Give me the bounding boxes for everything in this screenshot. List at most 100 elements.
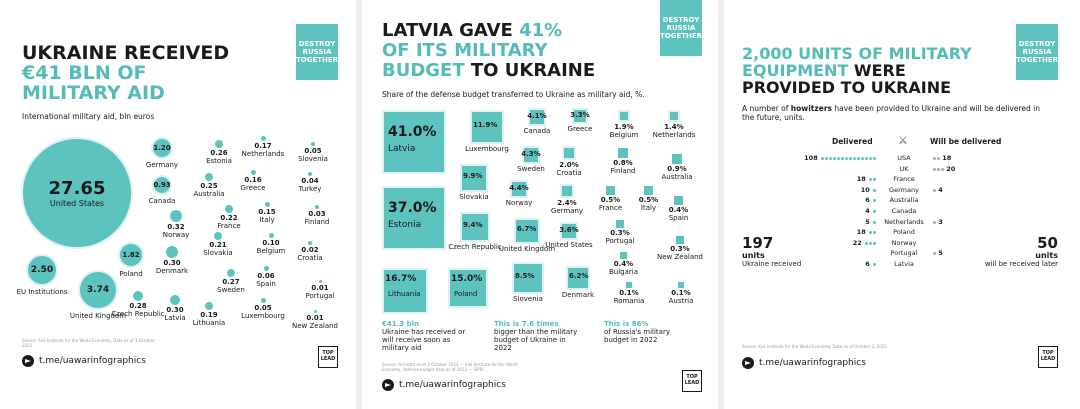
delivered-cell: 10 xyxy=(804,186,876,194)
budget-square xyxy=(644,186,653,195)
budget-value: 1.9% xyxy=(614,123,634,131)
title-line-3: military aid xyxy=(22,82,165,104)
budget-country: Romania xyxy=(613,297,645,305)
country-label: Canada xyxy=(891,207,917,215)
telegram-link[interactable]: t.me/uawarinfographics xyxy=(742,357,866,369)
unit-dot xyxy=(849,157,852,160)
fact-total-text: Ukraine has received or will receive soo… xyxy=(382,328,466,353)
budget-country: Netherlands xyxy=(652,131,696,139)
budget-value: 2.4% xyxy=(557,199,577,207)
budget-country: Norway xyxy=(505,199,533,207)
subtitle: Share of the defense budget transferred … xyxy=(382,90,645,99)
aid-bubble: 0.93 xyxy=(152,175,172,195)
aid-bubble xyxy=(170,295,180,305)
aid-country: Belgium xyxy=(256,246,286,255)
unit-dot xyxy=(873,210,876,213)
unit-dot xyxy=(941,167,944,171)
destroy-russia-tag: DESTROY RUSSIA TOGETHER xyxy=(296,24,338,80)
fact-russia-value: This is 86% xyxy=(604,320,649,328)
aid-country: Canada xyxy=(148,197,176,205)
aid-country: United Kingdom xyxy=(69,312,127,320)
title-line-3: budget to Ukraine xyxy=(382,62,595,80)
budget-value: 3.6% xyxy=(559,226,579,234)
will-deliver-value: 3 xyxy=(936,217,943,226)
title-part: were xyxy=(848,61,906,80)
will-deliver-value: 4 xyxy=(936,185,943,194)
aid-bubble xyxy=(260,135,266,141)
aid-value: 0.28 xyxy=(129,302,147,310)
fact-times: This is 7.6 times bigger than the militar… xyxy=(494,320,584,352)
delivered-value: 18 xyxy=(856,228,868,237)
subtitle-part: A number of xyxy=(742,104,791,113)
aid-country: Spain xyxy=(256,279,276,288)
budget-country: Poland xyxy=(454,290,478,298)
budget-country: Latvia xyxy=(388,144,416,154)
aid-bubble xyxy=(260,297,266,303)
aid-country: Turkey xyxy=(298,185,322,193)
budget-country: Lithuania xyxy=(388,290,421,298)
delivered-value: 5 xyxy=(865,217,872,226)
aid-value: 0.25 xyxy=(200,182,218,190)
aid-country: Sweden xyxy=(217,286,245,294)
budget-square xyxy=(572,108,588,124)
unit-dot xyxy=(837,157,840,160)
delivered-cell: 6 xyxy=(804,260,876,268)
budget-country: Australia xyxy=(661,173,693,181)
aid-country: Norway xyxy=(162,231,190,239)
budget-value: 0.8% xyxy=(613,159,633,167)
budget-square xyxy=(674,196,683,205)
delivered-cell: 108 xyxy=(804,154,876,162)
country-label: Germany xyxy=(889,185,919,194)
budget-country: Czech Republic xyxy=(448,243,502,251)
aid-bubble xyxy=(264,201,270,207)
budget-value: 8.5% xyxy=(515,272,535,280)
unit-dot xyxy=(937,157,940,160)
unit-dot xyxy=(873,157,876,160)
aid-bubble xyxy=(215,140,223,148)
telegram-link[interactable]: t.me/uawarinfographics xyxy=(22,355,146,367)
unit-dot xyxy=(869,241,872,245)
fact-total-value: €41.3 bln xyxy=(382,320,419,328)
budget-value: 0.3% xyxy=(670,245,690,253)
unit-dot xyxy=(825,157,828,160)
budget-square xyxy=(460,164,488,192)
budget-country: Slovenia xyxy=(513,295,543,303)
aid-country: Denmark xyxy=(155,267,189,275)
unit-dot xyxy=(873,199,876,203)
budget-country: Slovakia xyxy=(459,193,489,201)
aid-bubble xyxy=(313,309,317,313)
fact-times-text: bigger than the military budget of Ukrai… xyxy=(494,328,578,353)
aid-bubble: 1.20 xyxy=(151,137,173,159)
delivered-cell: 18 xyxy=(804,228,876,236)
total-delivered-unit: units xyxy=(742,251,765,260)
aid-country: EU Institutions xyxy=(16,288,68,296)
budget-value: 4.1% xyxy=(527,112,547,120)
total-will-label: will be received later xyxy=(984,260,1058,268)
aid-country: Luxembourg xyxy=(241,311,285,320)
budget-square xyxy=(618,110,630,122)
aid-country: Croatia xyxy=(297,254,323,262)
telegram-icon xyxy=(22,355,34,367)
aid-bubble xyxy=(170,210,182,222)
aid-value: 0.30 xyxy=(166,306,184,314)
aid-value: 0.02 xyxy=(301,246,319,254)
delivered-cell: 18 xyxy=(804,175,876,183)
divider xyxy=(356,0,362,409)
aid-value: 2.50 xyxy=(30,265,54,275)
budget-value: 9.9% xyxy=(463,172,483,180)
title-part-2: to Ukraine xyxy=(464,60,596,81)
budget-square xyxy=(562,146,576,160)
telegram-link[interactable]: t.me/uawarinfographics xyxy=(382,379,506,391)
aid-value: 0.17 xyxy=(254,141,272,150)
country-label: Poland xyxy=(893,228,915,237)
unit-dot xyxy=(845,157,848,160)
aid-value: 0.16 xyxy=(244,175,262,184)
aid-country: United States xyxy=(49,199,105,208)
delivered-cell: 5 xyxy=(804,218,876,226)
aid-bubble xyxy=(166,246,178,258)
aid-bubble xyxy=(308,241,312,245)
unit-dot xyxy=(861,157,864,160)
aid-country: Finland xyxy=(304,218,330,226)
unit-dot xyxy=(873,231,876,235)
title-line-2: of its military xyxy=(382,40,548,61)
